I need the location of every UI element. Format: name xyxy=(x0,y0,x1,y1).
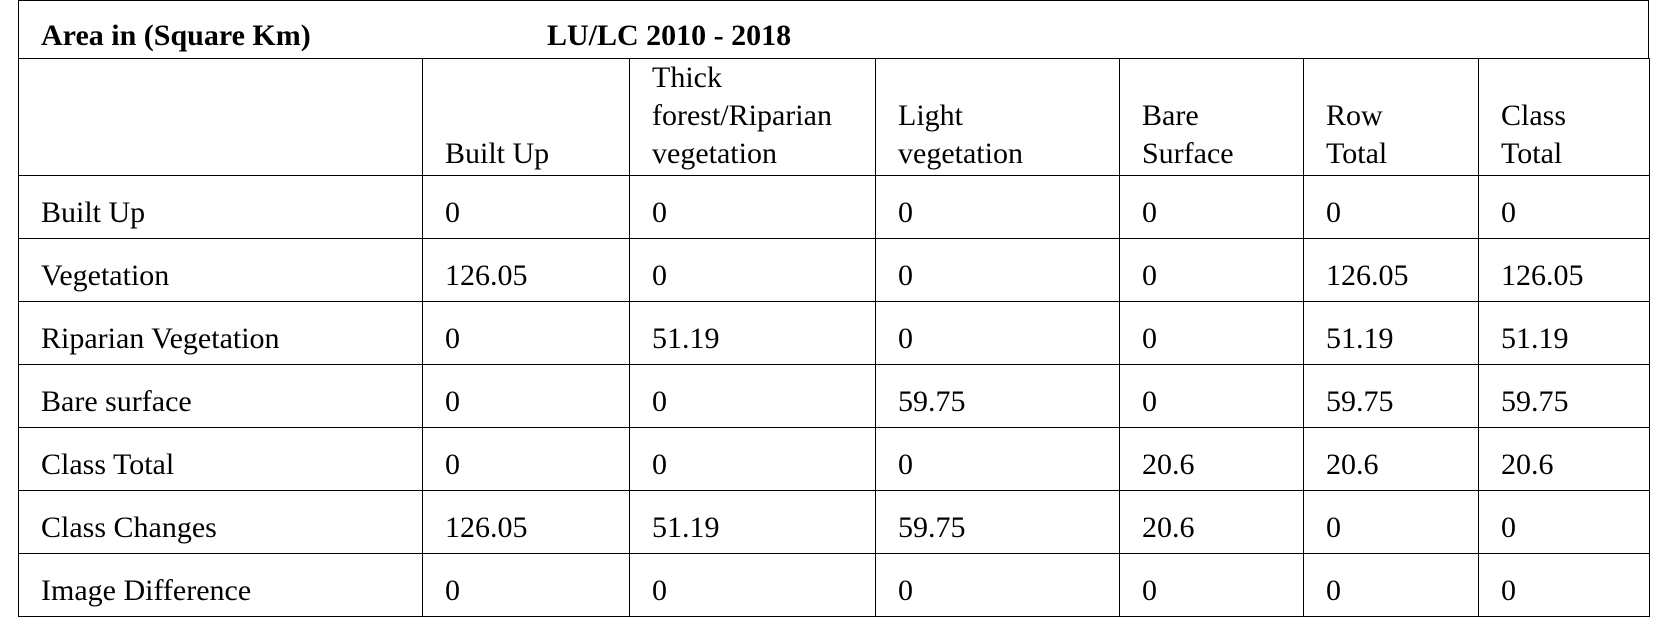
header-line: vegetation xyxy=(898,137,1023,170)
header-line: Light xyxy=(898,99,963,132)
header-line: vegetation xyxy=(652,137,777,170)
cell-value: 0 xyxy=(629,553,876,617)
cell-value: 0 xyxy=(629,364,876,428)
cell-value: 0 xyxy=(629,175,876,239)
table-title: Area in (Square Km) xyxy=(41,19,311,52)
row-label: Bare surface xyxy=(18,364,423,428)
column-header: Thick forest/Riparian vegetation xyxy=(629,58,876,176)
cell-value: 59.75 xyxy=(1478,364,1650,428)
row-label: Image Difference xyxy=(18,553,423,617)
title-row: Area in (Square Km) LU/LC 2010 - 2018 xyxy=(18,0,1649,58)
header-line: Thick xyxy=(652,61,722,94)
table-row: Image Difference 0 0 0 0 0 0 xyxy=(18,553,1650,617)
cell-value: 0 xyxy=(1119,238,1304,302)
cell-value: 126.05 xyxy=(422,238,630,302)
cell-value: 51.19 xyxy=(629,490,876,554)
cell-value: 126.05 xyxy=(1478,238,1650,302)
table-row: Riparian Vegetation 0 51.19 0 0 51.19 51.19 xyxy=(18,301,1650,365)
header-row: Built Up Thick forest/Riparian vegetation Li… xyxy=(18,58,1650,176)
table-subtitle: LU/LC 2010 - 2018 xyxy=(547,19,792,52)
cell-value: 0 xyxy=(422,175,630,239)
table-row: Bare surface 0 0 59.75 0 59.75 59.75 xyxy=(18,364,1650,428)
header-line: forest/Riparian xyxy=(652,99,832,132)
cell-value: 59.75 xyxy=(875,490,1120,554)
cell-value: 20.6 xyxy=(1119,427,1304,491)
cell-value: 0 xyxy=(1478,175,1650,239)
cell-value: 51.19 xyxy=(1478,301,1650,365)
cell-value: 0 xyxy=(1478,490,1650,554)
cell-value: 0 xyxy=(1303,490,1479,554)
row-label: Class Total xyxy=(18,427,423,491)
header-line: Built Up xyxy=(445,137,550,170)
row-label: Built Up xyxy=(18,175,423,239)
row-label: Vegetation xyxy=(18,238,423,302)
table-row: Vegetation 126.05 0 0 0 126.05 126.05 xyxy=(18,238,1650,302)
table-container: Area in (Square Km) LU/LC 2010 - 2018 Bu… xyxy=(18,0,1650,617)
column-header: Class Total xyxy=(1478,58,1650,176)
cell-value: 0 xyxy=(629,238,876,302)
cell-value: 0 xyxy=(1478,553,1650,617)
cell-value: 0 xyxy=(422,553,630,617)
cell-value: 0 xyxy=(422,427,630,491)
cell-value: 20.6 xyxy=(1303,427,1479,491)
cell-value: 51.19 xyxy=(1303,301,1479,365)
column-header: Built Up xyxy=(422,58,630,176)
column-header: Light vegetation xyxy=(875,58,1120,176)
table-body: Built Up 0 0 0 0 0 0 Vegetation 126.05 0 0 0 126.05 1… xyxy=(18,175,1650,617)
cell-value: 0 xyxy=(422,364,630,428)
header-line: Total xyxy=(1326,137,1388,170)
cell-value: 0 xyxy=(422,301,630,365)
header-line: Total xyxy=(1501,137,1563,170)
cell-value: 126.05 xyxy=(422,490,630,554)
row-label: Class Changes xyxy=(18,490,423,554)
header-line: Surface xyxy=(1142,137,1234,170)
cell-value: 0 xyxy=(1303,175,1479,239)
table-row: Built Up 0 0 0 0 0 0 xyxy=(18,175,1650,239)
cell-value: 20.6 xyxy=(1478,427,1650,491)
cell-value: 0 xyxy=(875,238,1120,302)
cell-value: 51.19 xyxy=(629,301,876,365)
cell-value: 0 xyxy=(875,175,1120,239)
data-table: Built Up Thick forest/Riparian vegetation Li… xyxy=(18,58,1650,617)
cell-value: 0 xyxy=(1119,175,1304,239)
header-line: Row xyxy=(1326,99,1383,132)
cell-value: 126.05 xyxy=(1303,238,1479,302)
cell-value: 0 xyxy=(629,427,876,491)
column-header: Bare Surface xyxy=(1119,58,1304,176)
cell-value: 59.75 xyxy=(1303,364,1479,428)
table-row: Class Changes 126.05 51.19 59.75 20.6 0 0 xyxy=(18,490,1650,554)
row-label: Riparian Vegetation xyxy=(18,301,423,365)
cell-value: 0 xyxy=(1119,364,1304,428)
corner-cell xyxy=(18,58,423,176)
cell-value: 0 xyxy=(875,553,1120,617)
cell-value: 20.6 xyxy=(1119,490,1304,554)
header-line: Class xyxy=(1501,99,1567,132)
cell-value: 0 xyxy=(875,301,1120,365)
table-row: Class Total 0 0 0 20.6 20.6 20.6 xyxy=(18,427,1650,491)
header-line: Bare xyxy=(1142,99,1199,132)
cell-value: 0 xyxy=(1303,553,1479,617)
cell-value: 0 xyxy=(1119,301,1304,365)
cell-value: 0 xyxy=(875,427,1120,491)
cell-value: 0 xyxy=(1119,553,1304,617)
cell-value: 59.75 xyxy=(875,364,1120,428)
column-header: Row Total xyxy=(1303,58,1479,176)
